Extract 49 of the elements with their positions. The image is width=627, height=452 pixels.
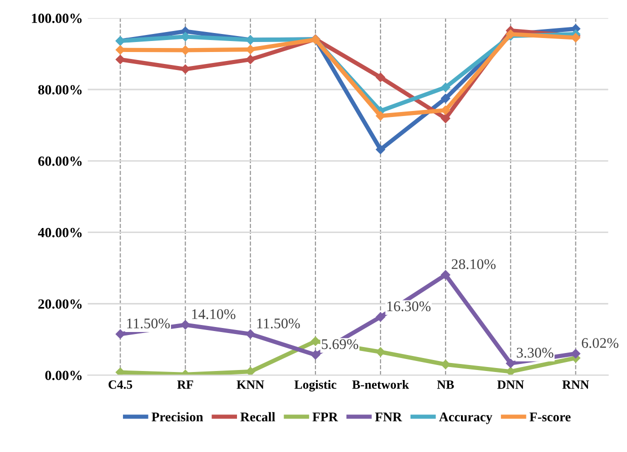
x-tick-label: RF bbox=[177, 380, 194, 389]
data-label: 5.69% bbox=[322, 339, 358, 350]
legend-label: Recall bbox=[240, 412, 276, 422]
x-tick-label: B-network bbox=[352, 380, 409, 389]
x-tick-label: KNN bbox=[236, 380, 264, 389]
x-tick-label: NB bbox=[437, 380, 454, 389]
point bbox=[246, 54, 256, 64]
y-tick-label: 40.00% bbox=[38, 228, 82, 238]
point bbox=[571, 349, 580, 358]
data-label: 6.02% bbox=[582, 338, 618, 348]
point bbox=[116, 329, 125, 339]
point bbox=[246, 329, 256, 339]
y-tick-label: 60.00% bbox=[38, 156, 82, 166]
point bbox=[376, 72, 386, 82]
point bbox=[116, 54, 125, 64]
point bbox=[310, 336, 320, 346]
point bbox=[506, 366, 516, 376]
point bbox=[440, 360, 450, 370]
point bbox=[506, 358, 516, 368]
x-tick-label: Logistic bbox=[294, 380, 336, 392]
data-label: 14.10% bbox=[192, 309, 236, 320]
data-label: 28.10% bbox=[452, 259, 496, 270]
y-tick-label: 80.00% bbox=[38, 85, 82, 95]
point bbox=[180, 320, 190, 330]
point bbox=[376, 111, 386, 121]
point bbox=[440, 270, 450, 280]
legend-label: FNR bbox=[375, 412, 402, 422]
point bbox=[310, 350, 320, 360]
legend-label: FPR bbox=[312, 412, 338, 422]
y-tick-label: 100.00% bbox=[32, 14, 82, 24]
point bbox=[440, 94, 450, 104]
data-label: 11.50% bbox=[127, 318, 170, 328]
y-tick-label: 0.00% bbox=[45, 370, 82, 380]
legend-label: Precision bbox=[152, 412, 204, 422]
point bbox=[376, 312, 386, 322]
point bbox=[376, 347, 386, 357]
point bbox=[376, 144, 386, 154]
point bbox=[246, 366, 256, 376]
y-tick-label: 20.00% bbox=[38, 299, 82, 309]
data-label: 16.30% bbox=[387, 301, 431, 312]
data-label: 3.30% bbox=[516, 348, 554, 358]
legend-label: Accuracy bbox=[439, 412, 492, 424]
x-tick-label: RNN bbox=[562, 380, 590, 389]
point bbox=[440, 114, 450, 124]
point bbox=[440, 82, 450, 92]
data-label: 11.50% bbox=[257, 318, 300, 328]
x-tick-label: C4.5 bbox=[108, 380, 132, 389]
x-tick-label: DNN bbox=[497, 380, 524, 389]
legend-label: F-score bbox=[530, 412, 571, 422]
